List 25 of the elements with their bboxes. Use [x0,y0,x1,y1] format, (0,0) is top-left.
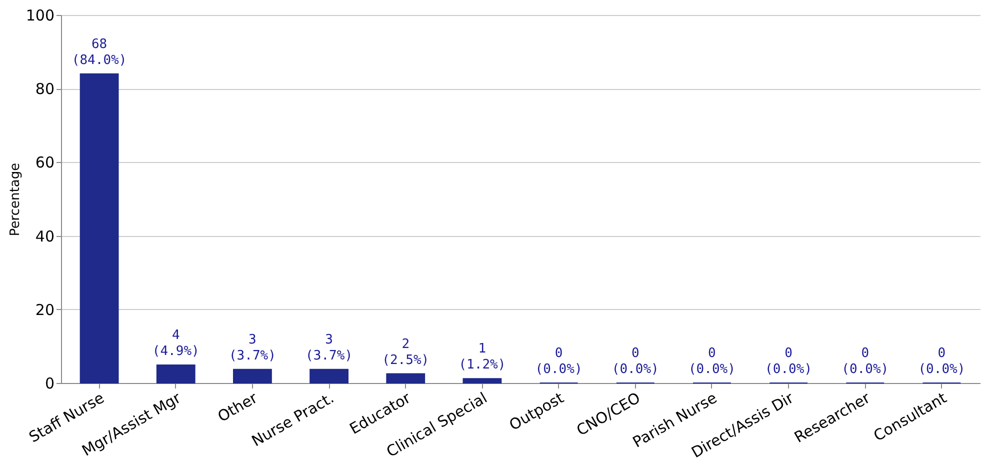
y-tick-label: 60 [35,154,54,172]
y-tick-label: 0 [44,374,54,392]
y-axis-title: Percentage [8,162,23,236]
bar [80,73,119,384]
y-tick-label: 80 [35,80,54,98]
data-label: 2 (2.5%) [382,336,430,368]
data-label: 0 (0.0%) [535,346,582,377]
y-tick-label: 100 [26,6,54,24]
data-label: 0 (0.0%) [765,346,812,377]
bar [156,364,196,384]
data-label: 68 (84.0%) [72,36,127,68]
y-tick-label: 20 [35,300,54,319]
data-label: 4 (4.9%) [152,328,200,359]
data-label: 0 (0.0%) [612,346,659,377]
data-label: 3 (3.7%) [306,332,353,364]
data-label: 0 (0.0%) [918,346,966,377]
bar [233,368,272,384]
data-label: 1 (1.2%) [458,342,506,373]
bar [386,373,426,384]
bar [310,368,348,384]
data-label: 3 (3.7%) [228,332,276,364]
y-tick-label: 40 [35,227,54,246]
data-label: 0 (0.0%) [842,346,889,377]
bar [462,378,502,384]
data-label: 0 (0.0%) [688,346,736,377]
